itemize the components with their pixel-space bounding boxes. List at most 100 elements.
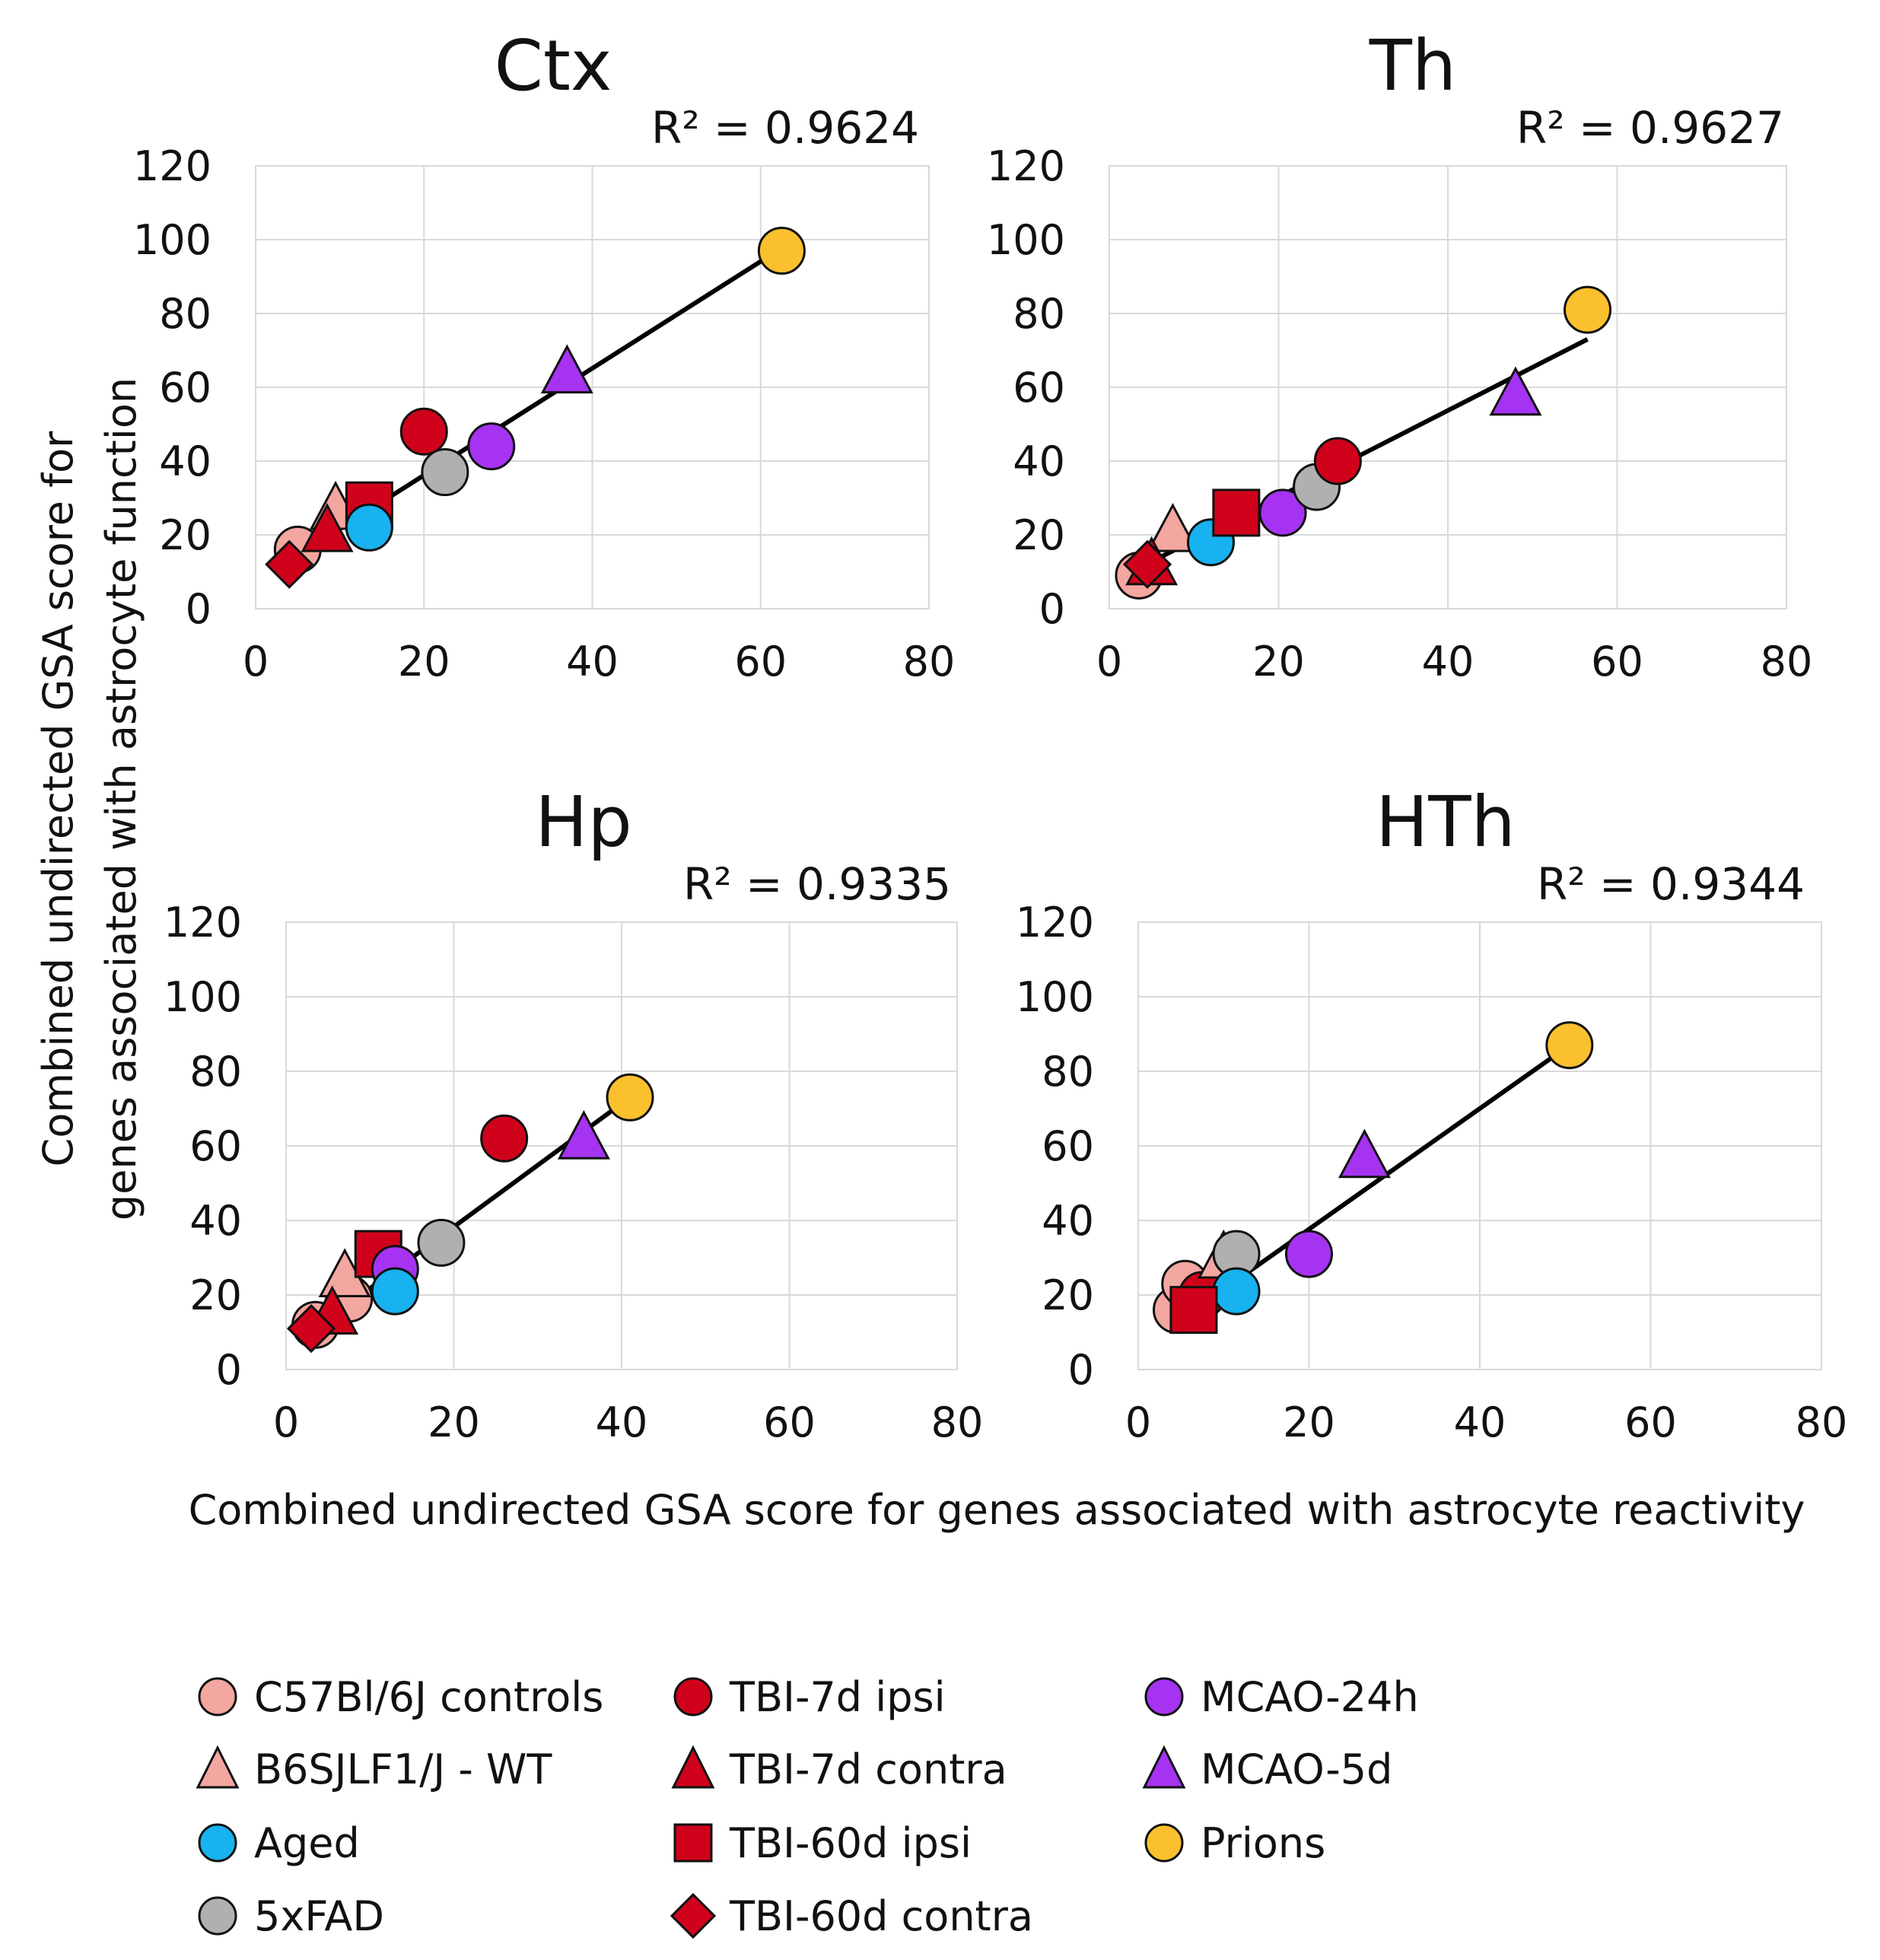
x-tick-label: 40 [1422,638,1474,686]
legend-marker [671,1745,715,1789]
point-mcao-5d [1489,366,1542,416]
point-mcao-5d [557,1110,610,1160]
legend-marker [673,1677,713,1717]
plot-area [285,921,958,1370]
x-tick-label: 0 [1125,1398,1151,1446]
x-tick-label: 20 [428,1398,480,1446]
point-tbi-60d-ipsi [1169,1286,1218,1335]
x-tick-label: 40 [1454,1398,1506,1446]
y-tick-label: 120 [133,142,212,190]
legend-label: MCAO-24h [1201,1673,1419,1721]
x-tick-label: 80 [903,638,956,686]
y-tick-label: 80 [159,290,212,338]
y-tick-label: 0 [186,585,212,633]
y-tick-label: 0 [1039,585,1065,633]
point-mcao-5d [1338,1128,1391,1179]
x-tick-label: 40 [566,638,619,686]
point-5xfad [417,1218,466,1267]
plot-area [1109,165,1787,609]
panel-title: Hp [535,781,632,863]
legend-item: MCAO-5d [1142,1745,1392,1793]
x-tick-label: 60 [734,638,787,686]
point-mcao-24h [1258,488,1307,537]
legend-item: C57Bl/6J controls [198,1673,603,1721]
x-tick-label: 20 [1252,638,1305,686]
x-tick-label: 0 [243,638,269,686]
y-tick-label: 20 [159,511,212,559]
y-axis-label-line2: genes associated with astrocyte function [97,377,145,1220]
legend-label: C57Bl/6J controls [254,1673,603,1721]
point-tbi-60d-contra [286,1303,336,1354]
y-tick-label: 80 [189,1048,242,1096]
legend-item: 5xFAD [198,1892,384,1940]
point-tbi-60d-contra [1122,539,1172,589]
plot-area [255,165,930,609]
point-mcao-24h [467,422,516,471]
legend-label: 5xFAD [254,1892,384,1940]
y-tick-label: 0 [216,1346,242,1394]
x-tick-label: 20 [398,638,450,686]
x-tick-label: 80 [1761,638,1813,686]
y-tick-label: 60 [189,1122,242,1170]
point-prions [757,227,806,275]
y-tick-label: 100 [164,973,242,1021]
point-tbi-7d-contra [301,502,354,552]
y-tick-label: 100 [133,216,212,264]
legend-label: TBI-60d ipsi [729,1819,972,1867]
point-tbi-7d-ipsi [1313,437,1362,485]
y-tick-label: 40 [189,1197,242,1245]
panel-hp: Hp R² = 0.9335 0 20 40 60 80 0 20 40 60 80 100 120 [164,781,983,1446]
y-tick-label: 20 [1013,511,1065,559]
x-tick-label: 80 [1796,1398,1848,1446]
point-prions [1545,1021,1594,1070]
legend-marker [198,1896,237,1936]
legend-item: Aged [198,1819,360,1867]
legend-item: MCAO-24h [1144,1673,1419,1721]
legend-label: Aged [254,1819,360,1867]
legend-label: TBI-60d contra [729,1892,1033,1940]
point-prions [1563,285,1612,334]
panel-hth: HTh R² = 0.9344 0 20 40 60 80 0 20 40 60 80 100 120 [1016,781,1847,1446]
point-aged [345,503,393,552]
point-tbi-60d-ipsi [1212,488,1261,537]
x-tick-label: 20 [1283,1398,1335,1446]
point-b6sjlf1-j-wt [1146,502,1199,552]
legend-marker [670,1892,717,1939]
legend-label: TBI-7d ipsi [729,1673,946,1721]
legend-marker [198,1823,237,1863]
legend-marker [1144,1823,1184,1863]
panel-th: Th R² = 0.9627 0 20 40 60 80 0 20 40 60 80 100 120 [987,25,1812,686]
point-prions [606,1073,654,1122]
y-tick-label: 60 [159,364,212,412]
legend-marker [673,1823,713,1863]
legend-label: Prions [1201,1819,1325,1867]
point-mcao-5d [540,344,593,394]
legend-item: TBI-7d contra [671,1745,1007,1793]
point-5xfad [421,448,469,497]
y-tick-label: 60 [1013,364,1065,412]
legend-item: B6SJLF1/J - WT [196,1745,552,1793]
point-mcao-24h [1285,1230,1333,1278]
point-tbi-7d-ipsi [480,1114,529,1163]
legend-marker [196,1745,240,1789]
x-tick-label: 0 [273,1398,299,1446]
r2-label: R² = 0.9627 [1516,102,1784,154]
y-tick-label: 100 [987,216,1065,264]
point-aged [371,1267,419,1316]
legend-label: MCAO-5d [1201,1745,1392,1793]
y-tick-label: 120 [987,142,1065,190]
x-tick-label: 80 [931,1398,984,1446]
x-axis-label: Combined undirected GSA score for genes … [189,1486,1805,1534]
point-tbi-7d-ipsi [399,407,448,456]
y-tick-label: 120 [1016,899,1094,947]
legend-label: TBI-7d contra [729,1745,1007,1793]
y-axis-label-line1: Combined undirected GSA score for [34,431,82,1167]
legend-item: Prions [1144,1819,1325,1867]
point-aged [1212,1267,1261,1316]
y-tick-label: 40 [1013,438,1065,485]
x-tick-label: 60 [1624,1398,1677,1446]
x-tick-label: 60 [1591,638,1643,686]
panel-title: Th [1369,25,1457,107]
legend-marker [198,1677,237,1717]
